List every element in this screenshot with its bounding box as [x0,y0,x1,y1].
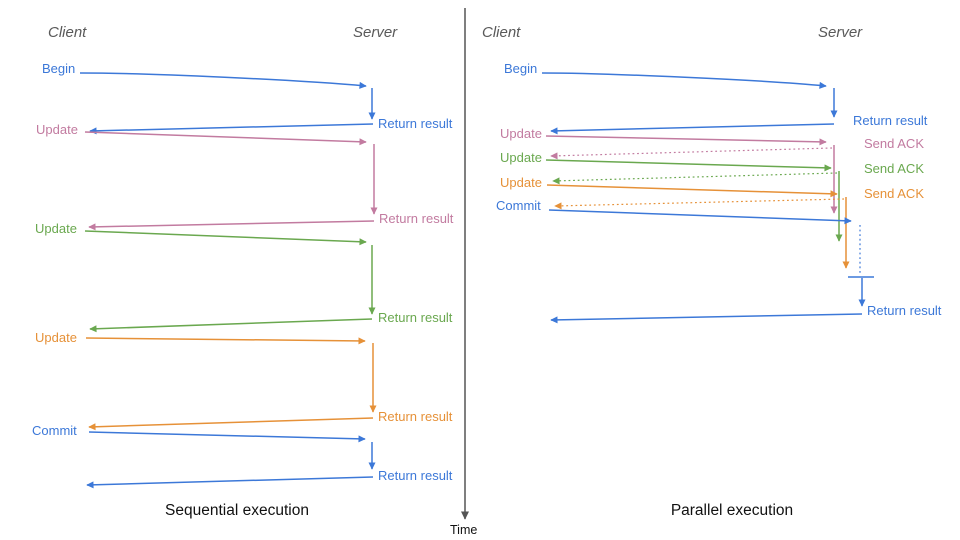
right-commit-response-arrow [550,313,863,324]
right-return-result-label-2: Return result [867,303,942,318]
right-update1-ack-dotted-arrow [550,147,833,160]
left-return-result-label-5: Return result [378,468,453,483]
right-update3-message [546,184,850,269]
right-client-lane-header: Client [482,24,521,41]
right-update1-label: Update [500,126,542,141]
left-return-result-label-1: Return result [378,116,453,131]
left-commit-message [86,431,376,489]
left-return-result-label-3: Return result [378,310,453,325]
right-commit-request-arrow [548,209,852,225]
left-update1-response-arrow [88,220,375,231]
right-update2-request-arrow [545,159,832,172]
right-commit-message [548,209,874,324]
left-update1-message [84,131,378,231]
left-commit-response-arrow [86,476,374,489]
left-client-lane-header: Client [48,24,87,41]
left-return-result-label-2: Return result [379,211,454,226]
right-update1-message [545,135,838,214]
right-update2-label: Update [500,150,542,165]
right-update3-label: Update [500,175,542,190]
right-send-ack-label-3: Send ACK [864,186,924,201]
left-update3-message [85,337,377,431]
left-update2-response-arrow [89,318,373,333]
right-begin-label: Begin [504,61,538,76]
time-axis-label: Time [450,523,478,537]
right-update3-ack-dotted-arrow [554,198,845,210]
left-update3-response-arrow [88,417,374,431]
left-commit-request-arrow [88,431,366,443]
right-update2-message [545,159,843,242]
right-server-lane-header: Server [818,24,863,41]
left-update1-request-arrow [84,131,367,146]
left-begin-label: Begin [42,61,76,76]
left-update2-request-arrow [84,230,367,246]
left-server-lane-header: Server [353,24,398,41]
left-update2-label: Update [35,221,77,236]
right-commit-label: Commit [496,198,541,213]
right-send-ack-label-2: Send ACK [864,161,924,176]
left-begin-request-arrow [79,72,367,89]
right-begin-response-arrow [550,123,835,135]
left-update2-message [84,230,376,333]
right-return-result-label-1: Return result [853,113,928,128]
right-send-ack-label-1: Send ACK [864,136,924,151]
left-begin-message [79,72,376,135]
right-update2-ack-dotted-arrow [552,172,838,185]
left-commit-label: Commit [32,423,77,438]
left-begin-response-arrow [89,123,374,135]
left-update3-request-arrow [85,337,366,345]
left-update1-label: Update [36,122,78,137]
left-update3-label: Update [35,330,77,345]
right-begin-request-arrow [541,72,827,89]
right-caption: Parallel execution [670,502,794,519]
right-update3-request-arrow [546,184,838,198]
right-update1-request-arrow [545,135,827,146]
left-caption: Sequential execution [165,502,309,519]
right-begin-message [541,72,838,135]
left-return-result-label-4: Return result [378,409,453,424]
